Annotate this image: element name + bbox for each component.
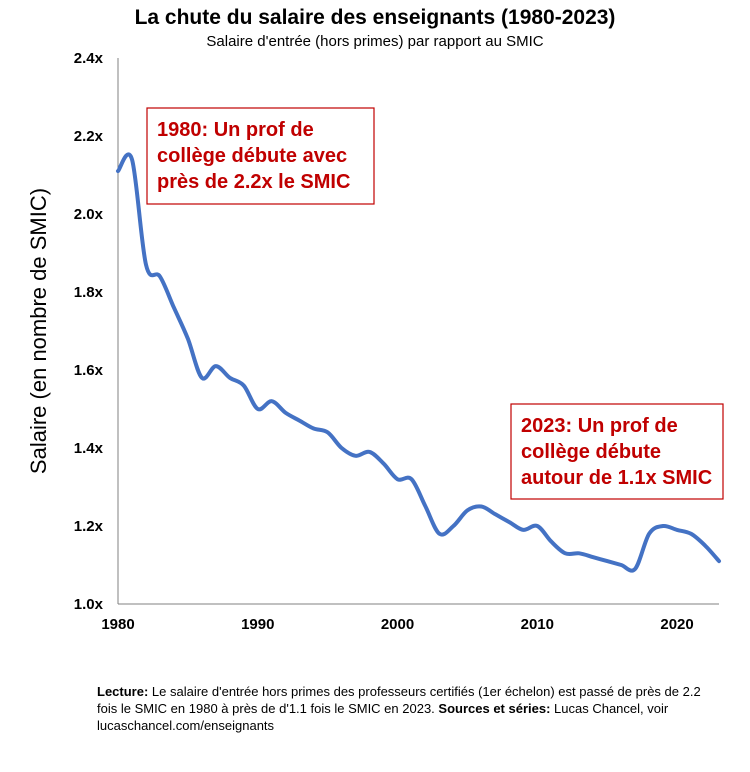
- annotation-box: [510, 403, 724, 500]
- chart-subtitle: Salaire d'entrée (hors primes) par rappo…: [206, 33, 544, 50]
- x-tick-label: 1990: [241, 616, 274, 633]
- lecture-text: Le salaire d'entrée hors primes des prof…: [97, 684, 701, 716]
- series-line: [116, 152, 721, 573]
- lecture-label: Lecture:: [97, 684, 149, 699]
- line-chart: 1.0x 1.2x 1.4x 1.6x 1.8x 2.0x 2.2x 2.4x 1980 1990…: [26, 50, 724, 633]
- annotation-text: collège débute avec: [157, 145, 347, 167]
- annotation-text: 2023: Un prof de: [521, 415, 678, 437]
- x-tick-label: 2000: [381, 616, 414, 633]
- y-axis-label: Salaire (en nombre de SMIC): [26, 188, 51, 474]
- footnote: Lecture: Le salaire d'entrée hors primes…: [97, 683, 717, 734]
- sources-text: Lucas Chancel, voir lucaschancel.com/ens…: [97, 701, 669, 733]
- y-tick-label: 1.4x: [74, 440, 104, 457]
- annotation-box: [146, 107, 375, 205]
- annotation-text: autour de 1.1x SMIC: [521, 467, 712, 489]
- y-tick-label: 1.0x: [74, 596, 104, 613]
- y-tick-label: 2.2x: [74, 128, 104, 145]
- x-tick-label: 1980: [101, 616, 134, 633]
- y-tick-label: 1.2x: [74, 518, 104, 535]
- annotation-text: 1980: Un prof de: [157, 119, 314, 141]
- x-tick-label: 2010: [521, 616, 554, 633]
- y-tick-label: 2.0x: [74, 206, 104, 223]
- y-tick-label: 1.8x: [74, 284, 104, 301]
- annotation-text: près de 2.2x le SMIC: [157, 171, 350, 193]
- annotation-text: collège débute: [521, 441, 661, 463]
- sources-label: Sources et séries:: [438, 701, 551, 716]
- chart-title: La chute du salaire des enseignants (198…: [134, 6, 616, 29]
- y-tick-label: 2.4x: [74, 50, 104, 67]
- y-tick-label: 1.6x: [74, 362, 104, 379]
- x-tick-label: 2020: [660, 616, 693, 633]
